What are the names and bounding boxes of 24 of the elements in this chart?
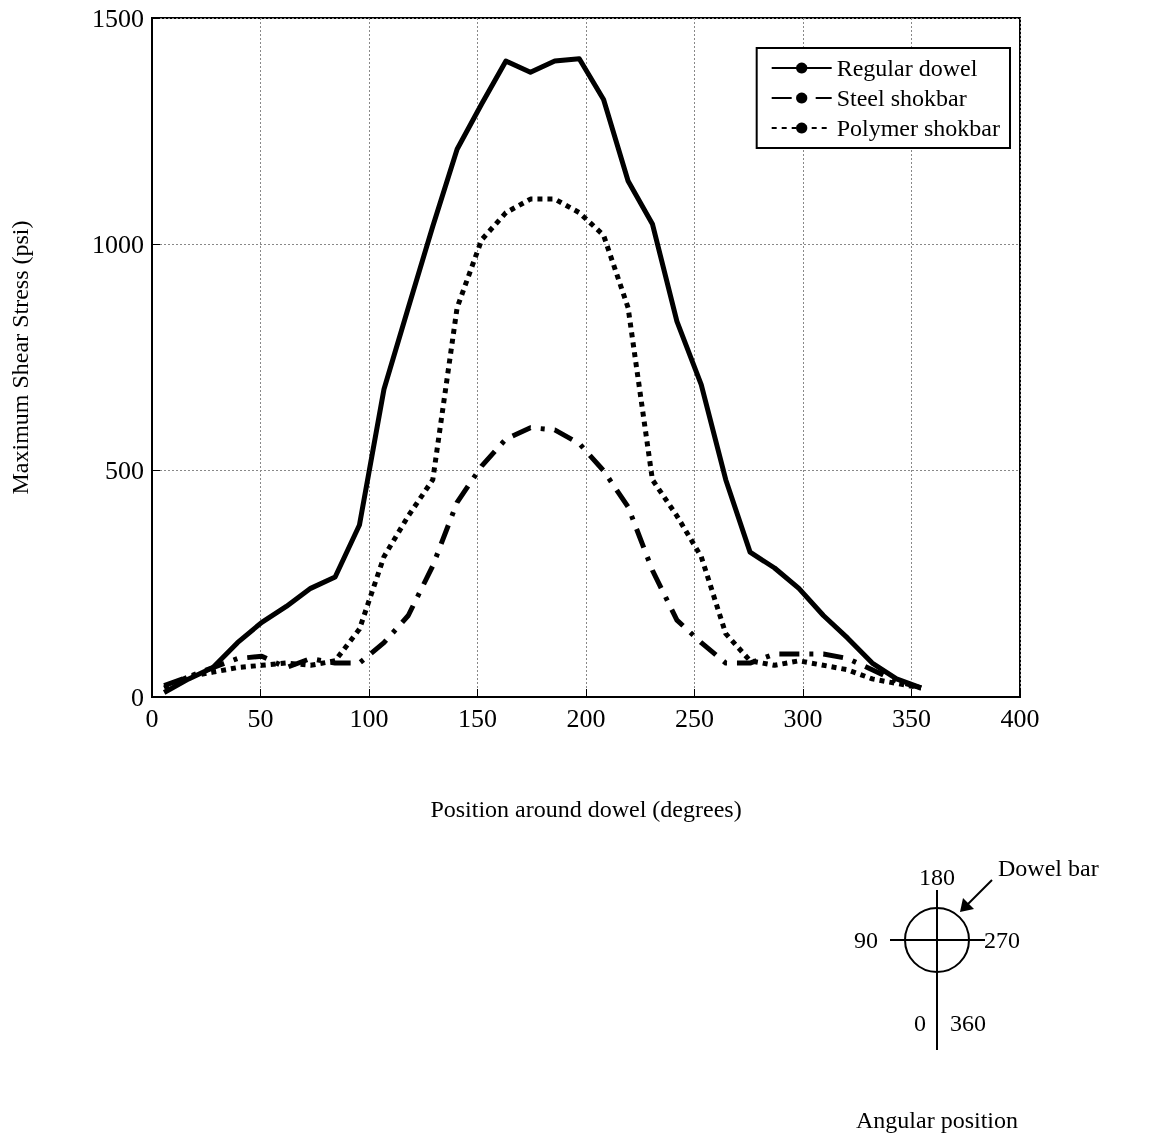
text: 90 (854, 927, 878, 953)
y-tick-label: 0 (131, 682, 144, 712)
x-tick-label: 100 (349, 703, 389, 733)
y-axis-title: Maximum Shear Stress (psi) (7, 220, 33, 495)
text: Dowel bar (998, 855, 1099, 881)
legend-label: Steel shokbar (836, 85, 967, 111)
text: Angular position (856, 1107, 1018, 1133)
x-tick-label: 350 (892, 703, 931, 733)
y-tick-label: 1000 (92, 229, 144, 259)
x-tick-label: 250 (675, 703, 714, 733)
y-tick-label: 1500 (92, 3, 144, 33)
x-tick-label: 400 (1000, 703, 1040, 733)
x-tick-label: 300 (783, 703, 823, 733)
x-axis-title: Position around dowel (degrees) (430, 796, 742, 822)
text: 180 (919, 864, 955, 890)
y-tick-label: 500 (105, 456, 144, 486)
x-tick-label: 50 (247, 703, 274, 733)
x-tick-label: 200 (566, 703, 606, 733)
legend-label: Regular dowel (836, 55, 978, 81)
x-tick-label: 150 (458, 703, 497, 733)
text: 360 (950, 1010, 986, 1036)
text: 0 (914, 1010, 926, 1036)
legend-label: Polymer shokbar (836, 115, 1001, 141)
text: 270 (984, 927, 1020, 953)
